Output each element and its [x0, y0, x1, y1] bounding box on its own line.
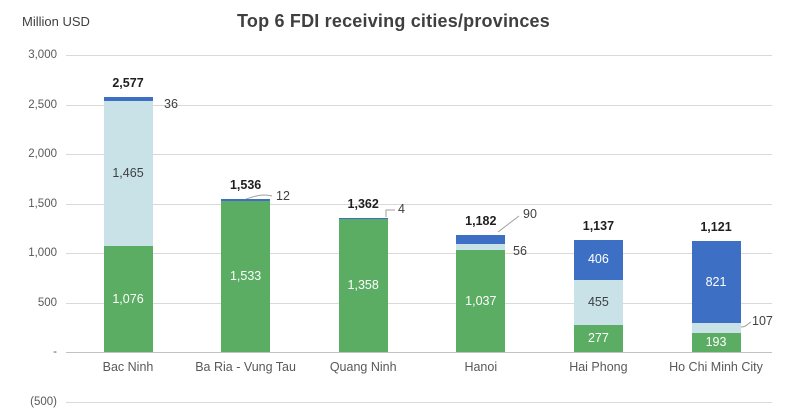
annotation-value: 56 [513, 244, 527, 258]
y-tick-label: 1,500 [28, 197, 57, 210]
annotation-value: 107 [752, 314, 773, 328]
bar-segment-value: 406 [587, 252, 609, 267]
y-tick-label: (500) [30, 395, 57, 408]
leader-line [740, 321, 752, 328]
bar-segment-light-blue [456, 244, 506, 250]
bar-segment-value: 277 [587, 331, 609, 346]
y-axis-title: Million USD [22, 14, 90, 29]
bar-total-value: 1,362 [347, 196, 379, 211]
bar-segment-light-blue [103, 100, 153, 246]
bar-segment-value: 1,076 [112, 291, 144, 306]
bar-segment-green [691, 333, 741, 353]
category-label: Ho Chi Minh City [669, 360, 763, 374]
bar-segment-green [456, 249, 506, 353]
bar-segment-green [221, 200, 271, 353]
annotation-value: 12 [276, 189, 290, 203]
y-tick-label: 2,500 [28, 98, 57, 111]
bar-segment-blue [103, 97, 153, 101]
bar-segment-value: 1,533 [229, 269, 262, 283]
bar-total-value: 1,137 [582, 218, 615, 233]
gridline [66, 253, 772, 255]
bar-segment-value: 455 [587, 295, 609, 309]
bar-segment-green [338, 218, 388, 353]
category-label: Hai Phong [569, 360, 628, 374]
bar-segment-green [103, 245, 153, 353]
category-label: Ba Ria - Vung Tau [195, 360, 296, 374]
bar-segment-value: 193 [705, 335, 727, 350]
bar-segment-value: 1,465 [112, 165, 144, 180]
category-label: Bac Ninh [102, 360, 154, 374]
bar-segment-blue [691, 241, 741, 323]
gridline [66, 55, 772, 57]
gridline [66, 104, 772, 106]
y-tick-label: - [53, 346, 57, 359]
chart-title: Top 6 FDI receiving cities/provinces [237, 11, 550, 31]
annotation-value: 36 [164, 97, 178, 111]
bar-segment-value: 1,358 [347, 277, 379, 292]
y-tick-label: 500 [37, 296, 57, 309]
y-tick-label: 1,000 [28, 247, 57, 260]
bar-total-value: 1,182 [465, 214, 497, 229]
bar-segment-blue [221, 199, 271, 202]
gridline [66, 401, 772, 403]
bar-segment-green [573, 325, 623, 353]
gridline [66, 154, 772, 156]
annotation-value: 4 [398, 202, 405, 216]
bar-segment-blue [573, 239, 623, 280]
gridline [66, 203, 772, 205]
bar-total-value: 1,536 [229, 178, 262, 193]
annotation-value: 90 [523, 207, 537, 221]
bar-segment-blue [456, 235, 506, 245]
bar-segment-value: 1,037 [465, 293, 497, 308]
x-axis-line [66, 352, 772, 354]
bar-segment-light-blue [573, 279, 623, 325]
bar-segment-value: 821 [705, 274, 727, 289]
category-label: Quang Ninh [329, 360, 397, 374]
bar-total-value: 1,121 [700, 220, 732, 235]
gridline [66, 302, 772, 304]
y-tick-label: 2,000 [28, 148, 57, 161]
bar-total-value: 2,577 [112, 76, 144, 91]
bar-segment-light-blue [691, 322, 741, 334]
y-tick-label: 3,000 [28, 49, 57, 62]
category-label: Hanoi [464, 360, 498, 374]
